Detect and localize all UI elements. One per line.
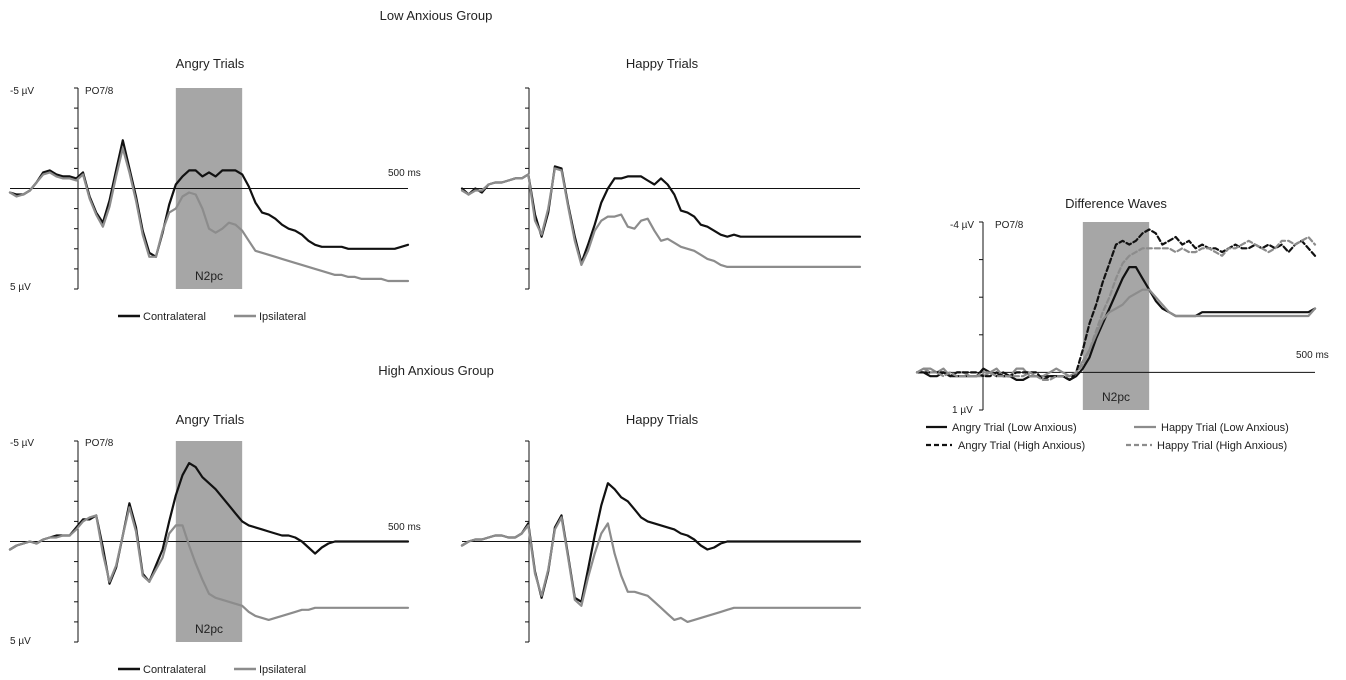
series-line-contralateral — [460, 165, 862, 264]
n2pc-label: N2pc — [195, 622, 223, 636]
legend-label-happy-low: Happy Trial (Low Anxious) — [1161, 422, 1289, 434]
legend-label-angry-high: Angry Trial (High Anxious) — [958, 440, 1085, 452]
panel-difference: Difference Waves -4 µV 1 µV PO7/8 500 ms… — [915, 196, 1329, 416]
series-line-ipsilateral — [8, 147, 410, 283]
n2pc-window — [1082, 222, 1150, 410]
legend-label-angry-low: Angry Trial (Low Anxious) — [952, 422, 1077, 434]
group-title-low: Low Anxious Group — [380, 8, 493, 23]
group-title-high: High Anxious Group — [378, 363, 494, 378]
legend-high: Contralateral Ipsilateral — [118, 664, 306, 676]
series-line-ipsilateral — [460, 167, 862, 268]
electrode-label: PO7/8 — [85, 86, 114, 97]
panel-title: Angry Trials — [176, 56, 245, 71]
legend-label-ipsilateral: Ipsilateral — [259, 664, 306, 676]
legend-label-contralateral: Contralateral — [143, 664, 206, 676]
panel-title: Angry Trials — [176, 412, 245, 427]
series-line-contralateral — [460, 482, 862, 603]
n2pc-label: N2pc — [195, 269, 223, 283]
electrode-label: PO7/8 — [995, 220, 1024, 231]
y-bottom-label: 1 µV — [952, 405, 973, 416]
panel-high-happy: Happy Trials — [460, 412, 862, 643]
legend-difference: Angry Trial (Low Anxious) Happy Trial (L… — [926, 422, 1289, 452]
y-top-label: -5 µV — [10, 438, 34, 449]
y-bottom-label: 5 µV — [10, 282, 31, 293]
legend-label-happy-high: Happy Trial (High Anxious) — [1157, 440, 1287, 452]
legend-low: Contralateral Ipsilateral — [118, 311, 306, 323]
series-line-ipsilateral — [460, 516, 862, 624]
electrode-label: PO7/8 — [85, 438, 114, 449]
series-line-contralateral — [8, 462, 410, 585]
x-end-label: 500 ms — [388, 168, 421, 179]
series-line-ipsilateral — [8, 506, 410, 622]
panel-low-angry: Angry Trials -5 µV 5 µV PO7/8 500 ms N2p… — [8, 56, 421, 293]
x-end-label: 500 ms — [388, 522, 421, 533]
y-bottom-label: 5 µV — [10, 636, 31, 647]
panel-title: Happy Trials — [626, 56, 699, 71]
y-top-label: -4 µV — [950, 220, 974, 231]
panel-title: Difference Waves — [1065, 196, 1167, 211]
series-line-contralateral — [8, 139, 410, 258]
series-line-happy-trial-high-anxious — [915, 235, 1317, 381]
legend-label-ipsilateral: Ipsilateral — [259, 311, 306, 323]
panel-low-happy: Happy Trials — [460, 56, 862, 290]
x-end-label: 500 ms — [1296, 350, 1329, 361]
panel-title: Happy Trials — [626, 412, 699, 427]
panel-high-angry: Angry Trials -5 µV 5 µV PO7/8 500 ms N2p… — [8, 412, 421, 647]
series-line-angry-trial-high-anxious — [915, 228, 1317, 381]
legend-label-contralateral: Contralateral — [143, 311, 206, 323]
series-line-angry-trial-low-anxious — [915, 266, 1317, 381]
n2pc-label: N2pc — [1102, 390, 1130, 404]
y-top-label: -5 µV — [10, 86, 34, 97]
